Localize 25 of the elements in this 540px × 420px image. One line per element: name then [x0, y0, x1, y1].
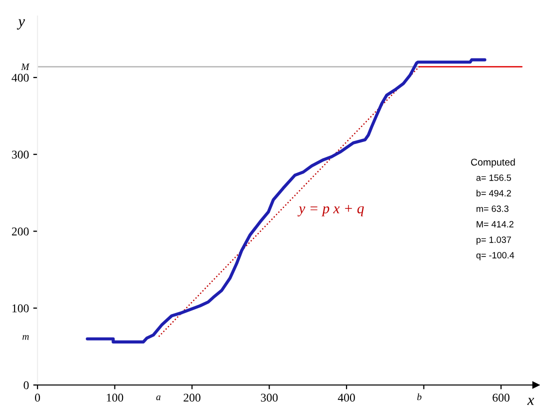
- x-tick-label: a: [156, 396, 160, 400]
- annotation: a= 156.5: [476, 174, 512, 181]
- y-tick-label: 200: [12, 227, 29, 236]
- y-tick-label: 300: [12, 150, 29, 159]
- x-tick-label: 100: [106, 394, 124, 402]
- x-tick-label: 200: [184, 394, 200, 402]
- y-tick-label: m: [22, 335, 29, 340]
- x-tick-label: 400: [338, 394, 355, 402]
- y-tick-label: 100: [12, 304, 29, 312]
- y-axis-title: y: [16, 19, 25, 30]
- y-tick-label: 400: [12, 74, 29, 82]
- annotation: b= 494.2: [476, 190, 511, 196]
- x-axis-title: x: [527, 398, 534, 405]
- annotation: m= 63.3: [476, 206, 508, 212]
- annotation: p= 1.037: [476, 236, 511, 245]
- annotation: q= -100.4: [476, 252, 514, 260]
- annotation: M= 414.2: [476, 221, 514, 228]
- annotation: y = p x + q: [298, 204, 364, 216]
- y-tick-label: M: [20, 64, 30, 70]
- x-tick-label: 0: [35, 394, 40, 402]
- y-tick-label: 0: [24, 381, 29, 390]
- x-tick-label: b: [417, 393, 422, 400]
- x-tick-label: 600: [492, 394, 510, 402]
- annotation: Computed: [471, 158, 515, 168]
- x-tick-label: 300: [260, 394, 278, 402]
